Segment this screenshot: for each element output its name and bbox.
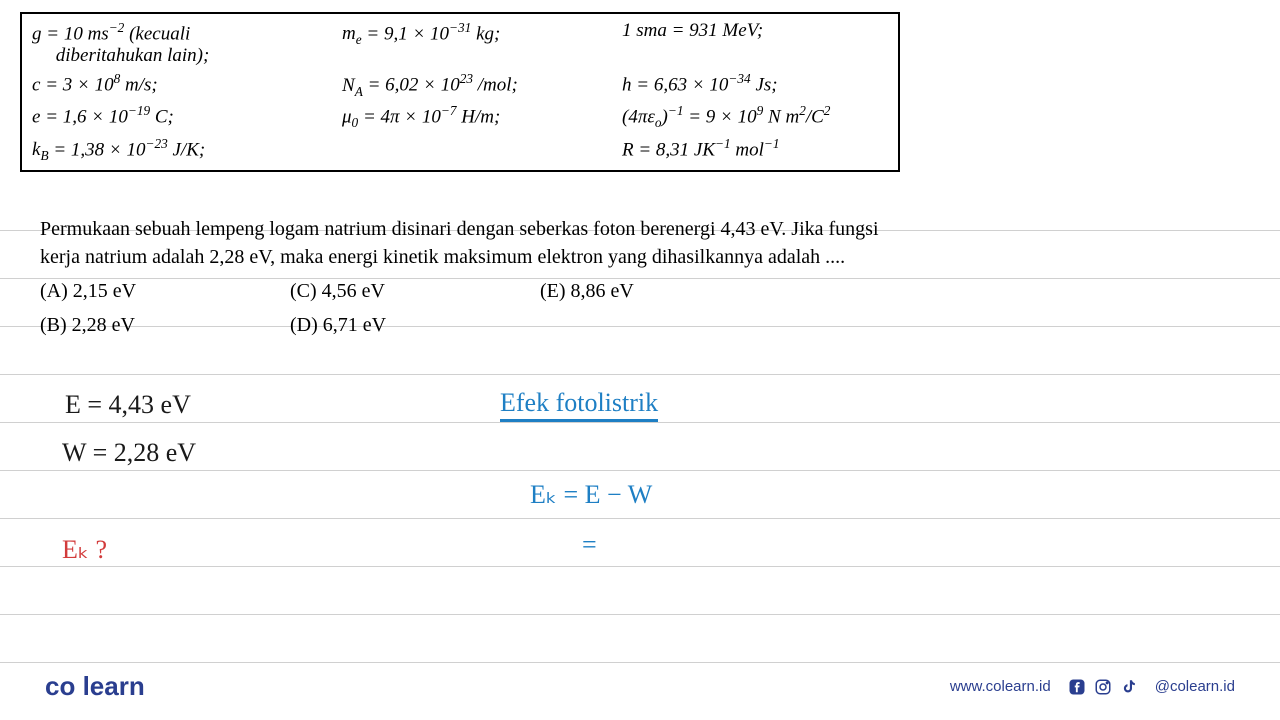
footer-handle: @colearn.id bbox=[1155, 678, 1235, 695]
const-row-3: e = 1,6 × 10−19 C; μ0 = 4π × 10−7 H/m; (… bbox=[32, 103, 888, 131]
given-energy: E = 4,43 eV bbox=[65, 390, 191, 420]
question-text: Permukaan sebuah lempeng logam natrium d… bbox=[40, 215, 880, 339]
const-row-1: g = 10 ms−2 (kecuali diberitahukan lain)… bbox=[32, 20, 888, 67]
options-row-1: (A) 2,15 eV (C) 4,56 eV (E) 8,86 eV bbox=[40, 277, 880, 305]
footer-url: www.colearn.id bbox=[950, 678, 1051, 695]
option-e: (E) 8,86 eV bbox=[540, 277, 880, 305]
options-row-2: (B) 2,28 eV (D) 6,71 eV bbox=[40, 311, 880, 339]
ask-kinetic: Eₖ ? bbox=[62, 535, 107, 565]
const-row-4: kB = 1,38 × 10−23 J/K; R = 8,31 JK−1 mol… bbox=[32, 136, 888, 164]
question-body: Permukaan sebuah lempeng logam natrium d… bbox=[40, 215, 880, 271]
option-d: (D) 6,71 eV bbox=[290, 311, 540, 339]
facebook-icon bbox=[1067, 677, 1087, 697]
const-row-2: c = 3 × 108 m/s; NA = 6,02 × 1023 /mol; … bbox=[32, 71, 888, 99]
option-b: (B) 2,28 eV bbox=[40, 311, 290, 339]
instagram-icon bbox=[1093, 677, 1113, 697]
topic-title: Efek fotolistrik bbox=[500, 388, 658, 418]
formula: Eₖ = E − W bbox=[530, 480, 652, 510]
option-a: (A) 2,15 eV bbox=[40, 277, 290, 305]
constants-table: g = 10 ms−2 (kecuali diberitahukan lain)… bbox=[20, 12, 900, 172]
option-c: (C) 4,56 eV bbox=[290, 277, 540, 305]
footer: co learn www.colearn.id @colearn.id bbox=[0, 671, 1280, 702]
tiktok-icon bbox=[1119, 677, 1139, 697]
brand-logo: co learn bbox=[45, 671, 145, 702]
given-work: W = 2,28 eV bbox=[62, 438, 196, 468]
social-icons bbox=[1067, 677, 1139, 697]
equals-sign: = bbox=[582, 530, 597, 560]
